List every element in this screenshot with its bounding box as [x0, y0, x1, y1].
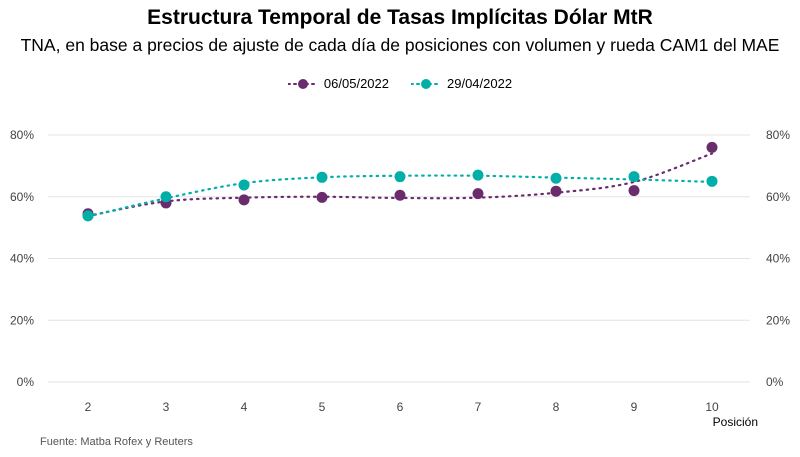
y-tick-label-left: 80%	[10, 128, 34, 142]
legend-key-series-1	[287, 78, 318, 89]
x-tick-label: 3	[163, 400, 170, 414]
legend-item-series-1: 06/05/2022	[287, 76, 389, 91]
series-1-point	[316, 191, 328, 203]
series-1-point	[394, 189, 406, 201]
series-1-point	[706, 141, 718, 153]
y-tick-label-right: 80%	[766, 128, 790, 142]
x-tick-label: 8	[553, 400, 560, 414]
y-tick-label-right: 0%	[766, 375, 784, 389]
y-tick-label-left: 60%	[10, 190, 34, 204]
series-2-point	[706, 175, 718, 187]
x-tick-label: 10	[705, 400, 719, 414]
series-2-point	[238, 179, 250, 191]
series-1-point	[550, 185, 562, 197]
y-tick-label-left: 0%	[17, 375, 35, 389]
legend-label-series-2: 29/04/2022	[447, 76, 513, 91]
y-tick-label-left: 20%	[10, 313, 34, 327]
legend-label-series-1: 06/05/2022	[323, 76, 389, 91]
chart-title: Estructura Temporal de Tasas Implícitas …	[147, 6, 653, 29]
chart-subtitle: TNA, en base a precios de ajuste de cada…	[20, 35, 780, 55]
x-tick-label: 6	[397, 400, 404, 414]
legend-key-series-2	[411, 78, 441, 89]
x-axis-title: Posición	[713, 415, 758, 429]
series-2-point	[472, 169, 484, 181]
series-2-point	[394, 171, 406, 183]
series-2-point	[550, 172, 562, 184]
series-1-point	[472, 188, 484, 200]
x-tick-label: 2	[85, 400, 92, 414]
legend: 06/05/2022 29/04/2022	[0, 76, 800, 91]
series-1-trend-line	[86, 152, 714, 217]
series-1-point	[628, 185, 640, 197]
y-tick-label-left: 40%	[10, 252, 34, 266]
x-tick-label: 7	[475, 400, 482, 414]
x-tick-label: 9	[631, 400, 638, 414]
series-2-point	[316, 171, 328, 183]
x-tick-label: 5	[319, 400, 326, 414]
y-tick-label-right: 40%	[766, 252, 790, 266]
y-tick-label-right: 60%	[766, 190, 790, 204]
y-tick-label-right: 20%	[766, 313, 790, 327]
source-note: Fuente: Matba Rofex y Reuters	[40, 436, 193, 448]
legend-item-series-2: 29/04/2022	[411, 76, 512, 91]
series-1-point	[238, 194, 250, 206]
series-2-point	[82, 210, 94, 222]
x-tick-label: 4	[241, 400, 248, 414]
series-2-point	[628, 171, 640, 183]
series-2-point	[160, 191, 172, 203]
series-2-trend-line	[86, 174, 714, 218]
